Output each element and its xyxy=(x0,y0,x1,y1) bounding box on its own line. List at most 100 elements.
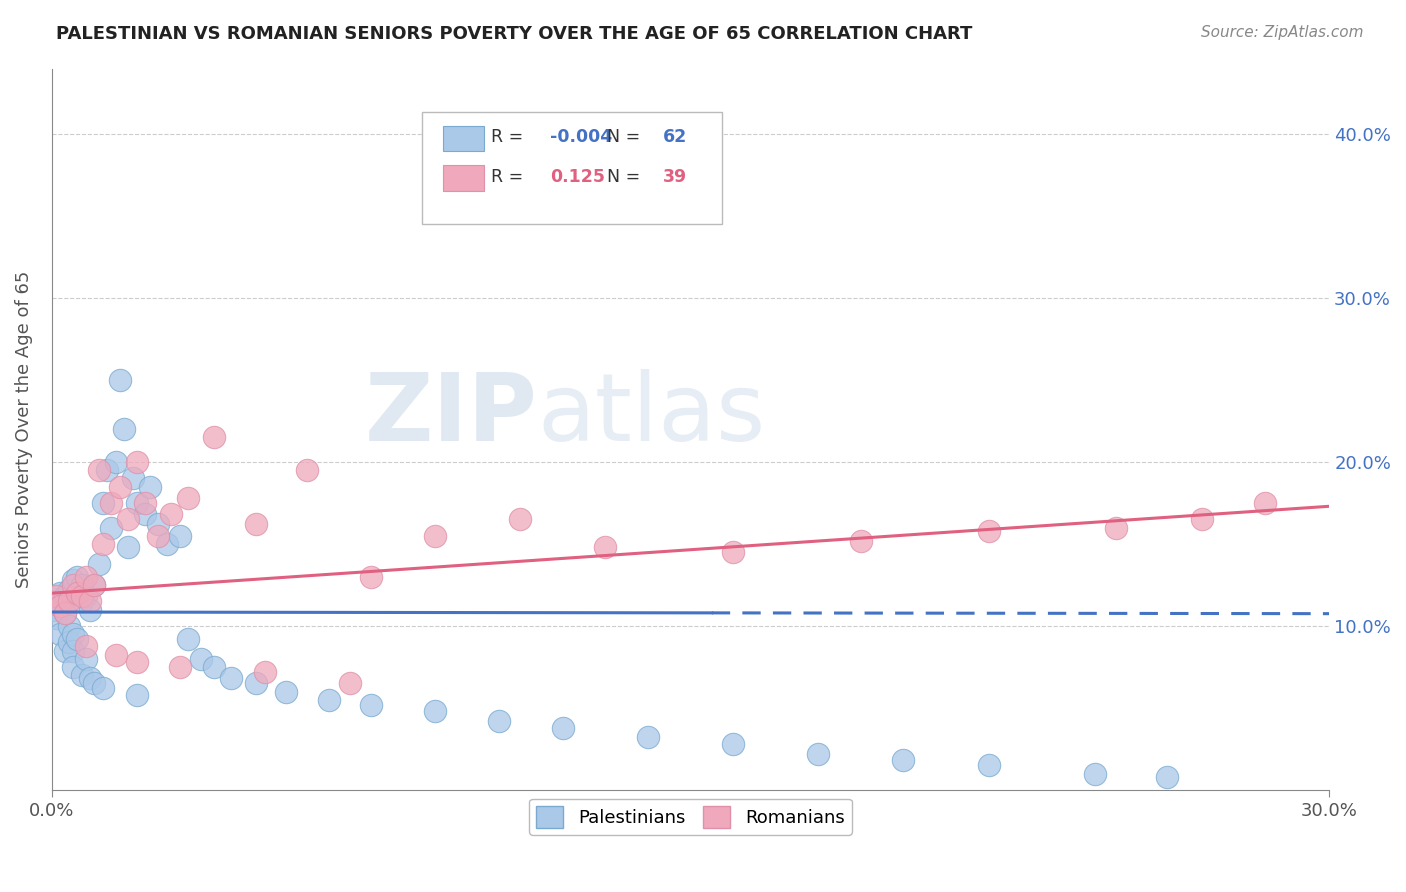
Point xyxy=(45,611,67,625)
Point xyxy=(1156,770,1178,784)
Point xyxy=(423,704,446,718)
Point xyxy=(134,496,156,510)
Point xyxy=(100,496,122,510)
Y-axis label: Seniors Poverty Over the Age of 65: Seniors Poverty Over the Age of 65 xyxy=(15,270,32,588)
Point xyxy=(360,698,382,712)
Point xyxy=(488,714,510,728)
Point xyxy=(62,627,84,641)
Point xyxy=(202,660,225,674)
Point xyxy=(138,480,160,494)
Text: R =: R = xyxy=(491,128,529,146)
Point xyxy=(551,721,574,735)
Point xyxy=(423,529,446,543)
Text: N =: N = xyxy=(607,128,647,146)
Point xyxy=(104,455,127,469)
Point xyxy=(58,594,80,608)
Point xyxy=(202,430,225,444)
Point xyxy=(117,512,139,526)
Point xyxy=(509,512,531,526)
FancyBboxPatch shape xyxy=(443,126,484,152)
Point xyxy=(977,524,1000,538)
Point xyxy=(893,753,915,767)
Point xyxy=(96,463,118,477)
Legend: Palestinians, Romanians: Palestinians, Romanians xyxy=(529,798,852,835)
Point xyxy=(53,606,76,620)
Point xyxy=(53,643,76,657)
Point xyxy=(169,660,191,674)
Text: 39: 39 xyxy=(662,168,686,186)
Point xyxy=(49,627,72,641)
Point xyxy=(70,590,93,604)
Point xyxy=(253,665,276,679)
Point xyxy=(1105,520,1128,534)
Point xyxy=(169,529,191,543)
Point xyxy=(79,672,101,686)
Point xyxy=(245,676,267,690)
Point xyxy=(104,648,127,663)
Point xyxy=(45,590,67,604)
Text: 0.125: 0.125 xyxy=(550,168,605,186)
Point xyxy=(79,602,101,616)
Point xyxy=(100,520,122,534)
Point xyxy=(318,692,340,706)
Point xyxy=(87,463,110,477)
Point xyxy=(62,578,84,592)
Text: N =: N = xyxy=(607,168,647,186)
Point xyxy=(87,557,110,571)
Point xyxy=(245,517,267,532)
Point xyxy=(125,655,148,669)
Point xyxy=(91,681,114,696)
Point xyxy=(297,463,319,477)
Point xyxy=(1254,496,1277,510)
Point xyxy=(79,594,101,608)
Text: R =: R = xyxy=(491,168,529,186)
Point xyxy=(45,594,67,608)
Point xyxy=(58,582,80,597)
Point xyxy=(70,668,93,682)
Text: 62: 62 xyxy=(662,128,686,146)
Point xyxy=(637,731,659,745)
Point xyxy=(62,573,84,587)
Point xyxy=(49,599,72,614)
Text: PALESTINIAN VS ROMANIAN SENIORS POVERTY OVER THE AGE OF 65 CORRELATION CHART: PALESTINIAN VS ROMANIAN SENIORS POVERTY … xyxy=(56,25,973,43)
Point xyxy=(49,599,72,614)
Point xyxy=(108,480,131,494)
Point xyxy=(91,537,114,551)
Point xyxy=(75,652,97,666)
Point xyxy=(75,639,97,653)
Point xyxy=(45,602,67,616)
Point xyxy=(1191,512,1213,526)
Point xyxy=(807,747,830,761)
Point xyxy=(58,635,80,649)
Text: Source: ZipAtlas.com: Source: ZipAtlas.com xyxy=(1201,25,1364,40)
Point xyxy=(66,586,89,600)
Point xyxy=(148,529,170,543)
Point xyxy=(1084,766,1107,780)
Point xyxy=(66,570,89,584)
Point xyxy=(53,590,76,604)
FancyBboxPatch shape xyxy=(443,165,484,191)
Point xyxy=(62,643,84,657)
Point xyxy=(721,545,744,559)
Point xyxy=(62,660,84,674)
Point xyxy=(177,632,200,646)
Point xyxy=(125,688,148,702)
Point xyxy=(70,594,93,608)
Point xyxy=(66,632,89,646)
Point xyxy=(75,590,97,604)
Point xyxy=(190,652,212,666)
Text: -0.004: -0.004 xyxy=(550,128,612,146)
Point xyxy=(117,541,139,555)
Point xyxy=(721,737,744,751)
Point xyxy=(849,533,872,548)
Point xyxy=(83,676,105,690)
Point xyxy=(134,508,156,522)
Point xyxy=(177,491,200,505)
Point xyxy=(125,496,148,510)
Text: atlas: atlas xyxy=(537,368,765,461)
Point xyxy=(49,586,72,600)
Point xyxy=(219,672,242,686)
Point xyxy=(70,578,93,592)
Point xyxy=(125,455,148,469)
Point xyxy=(148,517,170,532)
